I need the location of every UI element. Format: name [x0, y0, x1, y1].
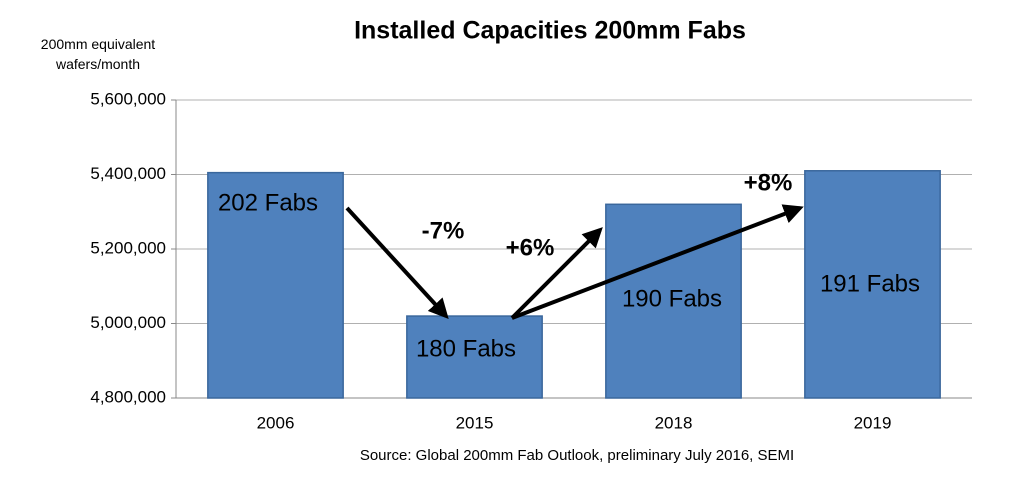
y-axis-label: 200mm equivalent wafers/month: [40, 36, 156, 72]
y-tick-label: 5,200,000: [90, 238, 166, 257]
x-tick-label: 2006: [257, 413, 295, 432]
bar: [804, 170, 941, 399]
arrows: [345, 204, 804, 320]
bar-label: 191 Fabs: [820, 270, 920, 297]
y-tick-label: 5,000,000: [90, 313, 166, 332]
x-tick-label: 2015: [456, 413, 494, 432]
y-tick-label: 5,600,000: [90, 89, 166, 108]
bar: [406, 315, 543, 399]
annotation: +6%: [506, 234, 555, 261]
bar-label: 180 Fabs: [416, 335, 516, 362]
arrow: [345, 206, 449, 319]
y-tick-label: 5,400,000: [90, 164, 166, 183]
arrow: [511, 204, 804, 320]
arrow: [510, 227, 603, 320]
y-tick-label: 4,800,000: [90, 387, 166, 406]
bar: [605, 203, 742, 399]
chart-title: Installed Capacities 200mm Fabs: [354, 17, 746, 45]
bar-label: 202 Fabs: [218, 189, 318, 216]
bar: [207, 171, 344, 399]
x-tick-label: 2019: [854, 413, 892, 432]
annotation: +8%: [744, 169, 793, 196]
source: Source: Global 200mm Fab Outlook, prelim…: [360, 447, 794, 464]
annotation: -7%: [422, 217, 465, 244]
x-tick-label: 2018: [655, 413, 693, 432]
bar-label: 190 Fabs: [622, 285, 722, 312]
